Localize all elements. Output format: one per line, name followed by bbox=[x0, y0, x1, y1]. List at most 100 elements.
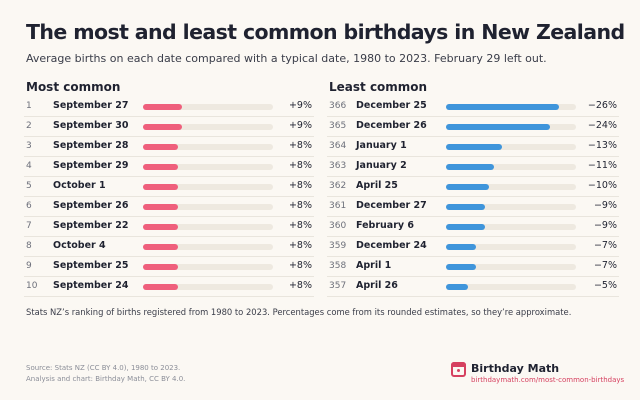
data-label: +8% bbox=[288, 260, 312, 271]
page-subtitle: Average births on each date compared wit… bbox=[26, 52, 547, 65]
data-label: −9% bbox=[593, 220, 617, 231]
date-label: January 1 bbox=[356, 140, 407, 151]
bar bbox=[143, 164, 178, 170]
date-label: September 28 bbox=[53, 140, 129, 151]
least-common-heading: Least common bbox=[329, 80, 428, 94]
bar bbox=[446, 164, 494, 170]
bar bbox=[446, 284, 468, 290]
date-label: September 22 bbox=[53, 220, 129, 231]
data-label: −7% bbox=[593, 260, 617, 271]
bar bbox=[143, 224, 178, 230]
credit-line: Analysis and chart: Birthday Math, CC BY… bbox=[26, 375, 186, 383]
bar-track bbox=[446, 244, 576, 250]
rank-label: 359 bbox=[329, 241, 347, 251]
bar bbox=[143, 204, 178, 210]
bar bbox=[446, 184, 490, 190]
bar bbox=[143, 284, 178, 290]
date-label: October 4 bbox=[53, 240, 106, 251]
table-row: 7 September 22 +8% bbox=[24, 217, 314, 237]
chart-note: Stats NZ’s ranking of births registered … bbox=[26, 307, 572, 317]
table-row: 365 December 26 −24% bbox=[327, 117, 619, 137]
bar-track bbox=[143, 184, 273, 190]
date-label: September 25 bbox=[53, 260, 129, 271]
table-row: 359 December 24 −7% bbox=[327, 237, 619, 257]
date-label: January 2 bbox=[356, 160, 407, 171]
date-label: October 1 bbox=[53, 180, 106, 191]
bar-track bbox=[446, 264, 576, 270]
least-common-chart: 366 December 25 −26% 365 December 26 −24% 364 J… bbox=[327, 97, 619, 297]
rank-label: 10 bbox=[26, 281, 38, 291]
table-row: 9 September 25 +8% bbox=[24, 257, 314, 277]
bar bbox=[143, 124, 182, 130]
rank-label: 4 bbox=[26, 161, 32, 171]
date-label: September 24 bbox=[53, 280, 129, 291]
date-label: February 6 bbox=[356, 220, 415, 231]
bar-track bbox=[143, 224, 273, 230]
data-label: −9% bbox=[593, 200, 617, 211]
table-row: 3 September 28 +8% bbox=[24, 137, 314, 157]
data-label: +8% bbox=[288, 160, 312, 171]
data-label: +8% bbox=[288, 280, 312, 291]
date-label: April 26 bbox=[356, 280, 398, 291]
rank-label: 360 bbox=[329, 221, 347, 231]
table-row: 362 April 25 −10% bbox=[327, 177, 619, 197]
data-label: +8% bbox=[288, 240, 312, 251]
bar-track bbox=[143, 104, 273, 110]
data-label: +8% bbox=[288, 200, 312, 211]
bar-track bbox=[446, 184, 576, 190]
rank-label: 1 bbox=[26, 101, 32, 111]
rank-label: 365 bbox=[329, 121, 347, 131]
bar bbox=[143, 264, 178, 270]
date-label: September 27 bbox=[53, 100, 129, 111]
bar bbox=[143, 184, 178, 190]
bar-track bbox=[143, 164, 273, 170]
bar bbox=[143, 244, 178, 250]
bar-track bbox=[446, 164, 576, 170]
bar-track bbox=[143, 124, 273, 130]
rank-label: 8 bbox=[26, 241, 32, 251]
table-row: 361 December 27 −9% bbox=[327, 197, 619, 217]
bar bbox=[446, 104, 559, 110]
bar bbox=[446, 144, 503, 150]
bar-track bbox=[143, 244, 273, 250]
rank-label: 7 bbox=[26, 221, 32, 231]
bar bbox=[143, 104, 182, 110]
data-label: −24% bbox=[587, 120, 617, 131]
bar-track bbox=[143, 204, 273, 210]
calendar-icon bbox=[451, 362, 466, 377]
date-label: April 1 bbox=[356, 260, 392, 271]
rank-label: 362 bbox=[329, 181, 347, 191]
bar bbox=[446, 244, 477, 250]
table-row: 8 October 4 +8% bbox=[24, 237, 314, 257]
table-row: 2 September 30 +9% bbox=[24, 117, 314, 137]
date-label: September 26 bbox=[53, 200, 129, 211]
data-label: −5% bbox=[593, 280, 617, 291]
brand-url-link[interactable]: birthdaymath.com/most-common-birthdays bbox=[471, 376, 625, 384]
source-line: Source: Stats NZ (CC BY 4.0), 1980 to 20… bbox=[26, 364, 181, 372]
bar bbox=[143, 144, 178, 150]
table-row: 1 September 27 +9% bbox=[24, 97, 314, 117]
bar-track bbox=[446, 104, 576, 110]
bar bbox=[446, 264, 477, 270]
most-common-chart: 1 September 27 +9% 2 September 30 +9% 3 Septemb… bbox=[24, 97, 314, 297]
bar bbox=[446, 204, 485, 210]
date-label: December 24 bbox=[356, 240, 427, 251]
rank-label: 366 bbox=[329, 101, 347, 111]
rank-label: 363 bbox=[329, 161, 347, 171]
rank-label: 2 bbox=[26, 121, 32, 131]
bar-track bbox=[143, 284, 273, 290]
table-row: 364 January 1 −13% bbox=[327, 137, 619, 157]
bar-track bbox=[446, 224, 576, 230]
data-label: +8% bbox=[288, 220, 312, 231]
rank-label: 3 bbox=[26, 141, 32, 151]
data-label: +9% bbox=[288, 100, 312, 111]
table-row: 10 September 24 +8% bbox=[24, 277, 314, 297]
table-row: 4 September 29 +8% bbox=[24, 157, 314, 177]
table-row: 6 September 26 +8% bbox=[24, 197, 314, 217]
data-label: −13% bbox=[587, 140, 617, 151]
most-common-heading: Most common bbox=[26, 80, 121, 94]
rank-label: 364 bbox=[329, 141, 347, 151]
date-label: September 30 bbox=[53, 120, 129, 131]
date-label: April 25 bbox=[356, 180, 398, 191]
table-row: 360 February 6 −9% bbox=[327, 217, 619, 237]
